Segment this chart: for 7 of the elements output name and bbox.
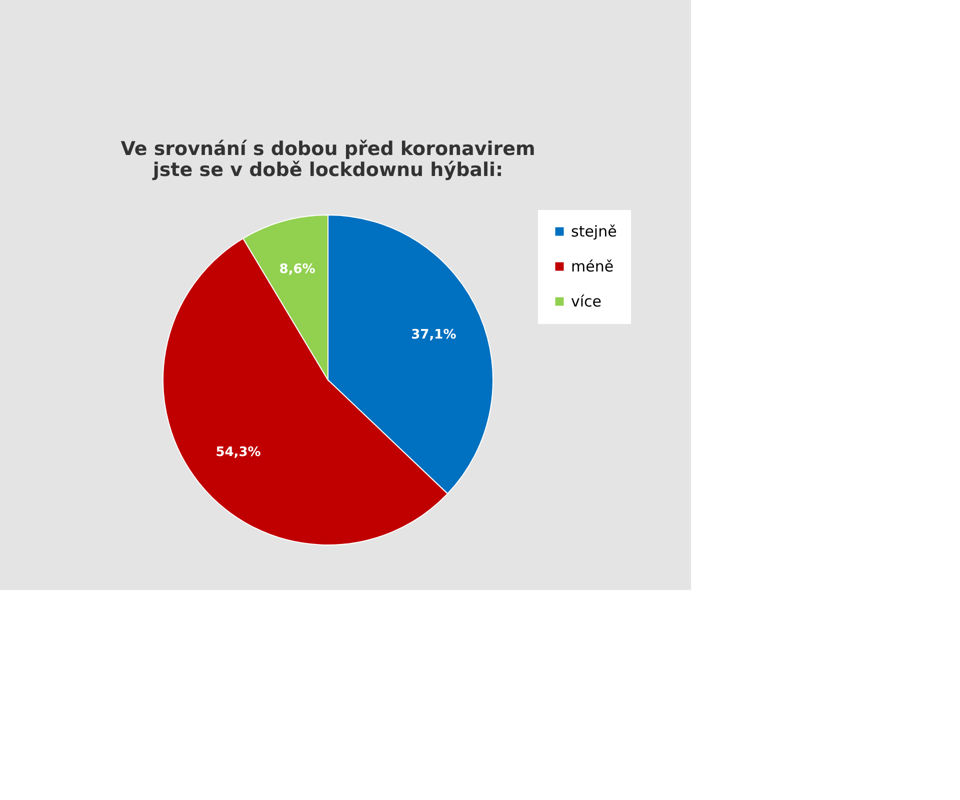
legend-label: méně — [571, 258, 614, 276]
legend-label: stejně — [571, 222, 617, 240]
data-label: 37,1% — [411, 328, 456, 343]
data-label: 54,3% — [216, 444, 261, 460]
chart-title: Ve srovnání s dobou před koronavirem jste se v době lockdownu hýbali: — [120, 138, 536, 181]
legend-label: více — [571, 292, 602, 310]
data-label: 8,6% — [279, 262, 316, 278]
